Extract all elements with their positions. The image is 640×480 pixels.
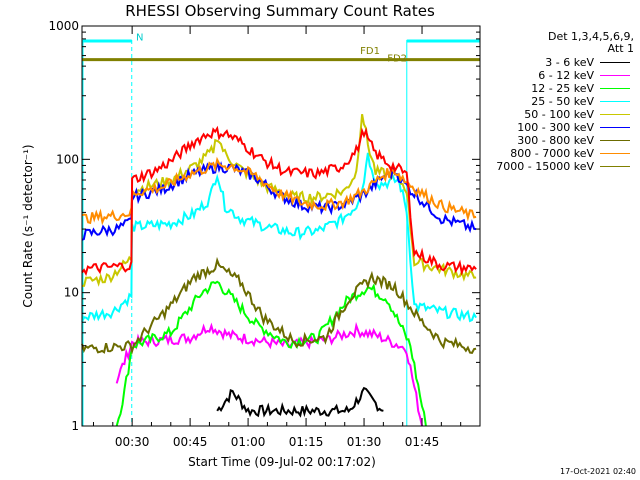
- plot-frame: [81, 25, 481, 427]
- series-line-1: [115, 321, 423, 427]
- series-line-7: [81, 156, 477, 226]
- x-tick-label-5: 01:45: [405, 435, 440, 449]
- x-tick-label-2: 01:00: [231, 435, 266, 449]
- legend-swatch: [600, 165, 630, 167]
- legend-label: 12 - 25 keV: [531, 81, 594, 95]
- series-line-2: [115, 280, 427, 427]
- series-line-4: [81, 114, 477, 287]
- chart-title: RHESSI Observing Summary Count Rates: [125, 2, 435, 20]
- y-tick-label-0: 1: [71, 419, 79, 433]
- axes: 00:30 00:45 01:00 01:15 01:30 01:45 1 10 100 1000: [48, 19, 480, 449]
- legend-label: 25 - 50 keV: [531, 94, 594, 108]
- legend-swatch: [600, 152, 630, 154]
- legend-entry: 7000 - 15000 keV: [470, 159, 630, 173]
- annotations: N FD1 FD2: [136, 32, 407, 64]
- legend-entry: 25 - 50 keV: [470, 94, 630, 108]
- timestamp: 17-Oct-2021 02:40: [560, 467, 636, 476]
- legend-swatch: [600, 126, 630, 128]
- legend-swatch: [600, 61, 630, 63]
- legend-swatch: [600, 100, 630, 102]
- x-axis-label: Start Time (09-Jul-02 00:17:02): [188, 455, 376, 469]
- legend-label: 50 - 100 keV: [524, 107, 594, 121]
- series-line-0: [216, 386, 384, 418]
- legend-label: 7000 - 15000 keV: [496, 159, 594, 173]
- legend-label: 3 - 6 keV: [545, 55, 594, 69]
- x-tick-label-1: 00:45: [173, 435, 208, 449]
- legend-title: Det 1,3,4,5,6,9,: [547, 30, 634, 43]
- legend-entry: 300 - 800 keV: [470, 133, 630, 147]
- legend-entry: 12 - 25 keV: [470, 81, 630, 95]
- y-tick-label-3: 1000: [48, 19, 79, 33]
- y-tick-label-1: 10: [64, 286, 79, 300]
- series-line-3: [81, 152, 477, 323]
- y-axis-label: Count Rate (s⁻¹ detector⁻¹): [21, 144, 35, 307]
- annotation-n: N: [136, 32, 143, 43]
- annotation-fd2: FD2: [387, 54, 407, 65]
- legend-att: Att 1: [607, 42, 634, 55]
- series-layer: [81, 58, 480, 427]
- annotation-fd1: FD1: [360, 46, 380, 57]
- x-tick-label-0: 00:30: [115, 435, 150, 449]
- y-tick-label-2: 100: [56, 152, 79, 166]
- x-tick-label-3: 01:15: [289, 435, 324, 449]
- legend-label: 6 - 12 keV: [538, 68, 594, 82]
- legend-swatch: [600, 87, 630, 89]
- legend-entry: 6 - 12 keV: [470, 68, 630, 82]
- series-line-6: [81, 256, 477, 355]
- legend-swatch: [600, 74, 630, 76]
- legend-entry: 100 - 300 keV: [470, 120, 630, 134]
- legend-entry: 3 - 6 keV: [470, 55, 630, 69]
- legend-label: 300 - 800 keV: [517, 133, 594, 147]
- legend-label: 100 - 300 keV: [517, 120, 594, 134]
- x-tick-label-4: 01:30: [347, 435, 382, 449]
- legend-swatch: [600, 113, 630, 115]
- legend-label: 800 - 7000 keV: [510, 146, 594, 160]
- series-line-9: [81, 125, 477, 277]
- legend-entry: 800 - 7000 keV: [470, 146, 630, 160]
- legend-swatch: [600, 139, 630, 141]
- legend-entry: 50 - 100 keV: [470, 107, 630, 121]
